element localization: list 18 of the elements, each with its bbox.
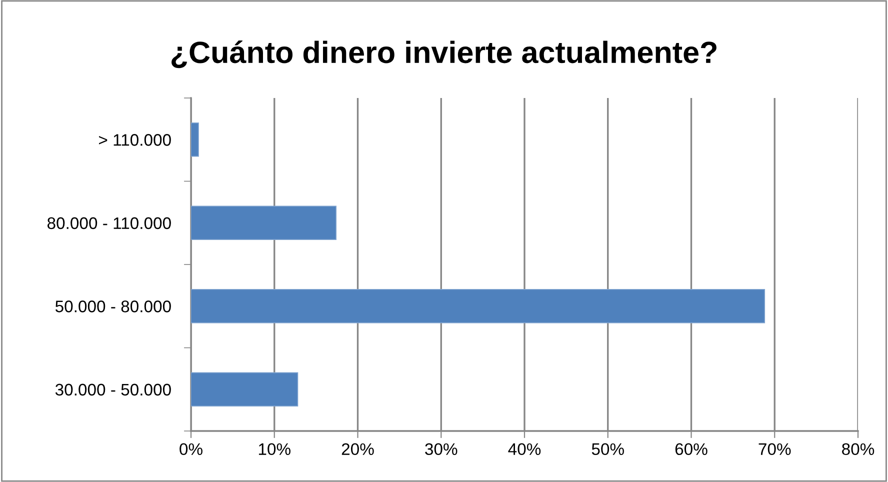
bar	[191, 372, 298, 406]
chart-title: ¿Cuánto dinero invierte actualmente?	[172, 40, 716, 68]
x-tick-label: 0%	[180, 443, 202, 456]
x-tick-label: 70%	[758, 443, 791, 456]
y-tick-label: 50.000 - 80.000	[55, 300, 171, 312]
y-tick-label: 30.000 - 50.000	[55, 384, 171, 396]
bar	[191, 122, 199, 157]
x-tick-label: 10%	[258, 443, 290, 456]
x-tick-label: 40%	[508, 443, 541, 456]
x-tick-label: 50%	[592, 443, 624, 456]
bar	[191, 289, 766, 324]
x-tick-label: 20%	[342, 443, 374, 456]
y-tick-label: > 110.000	[99, 134, 171, 146]
bar	[191, 206, 336, 240]
x-tick-label: 80%	[842, 443, 874, 456]
x-tick-label: 60%	[675, 443, 708, 456]
x-tick-label: 30%	[425, 443, 458, 456]
y-tick-label: 80.000 - 110.000	[47, 217, 171, 230]
